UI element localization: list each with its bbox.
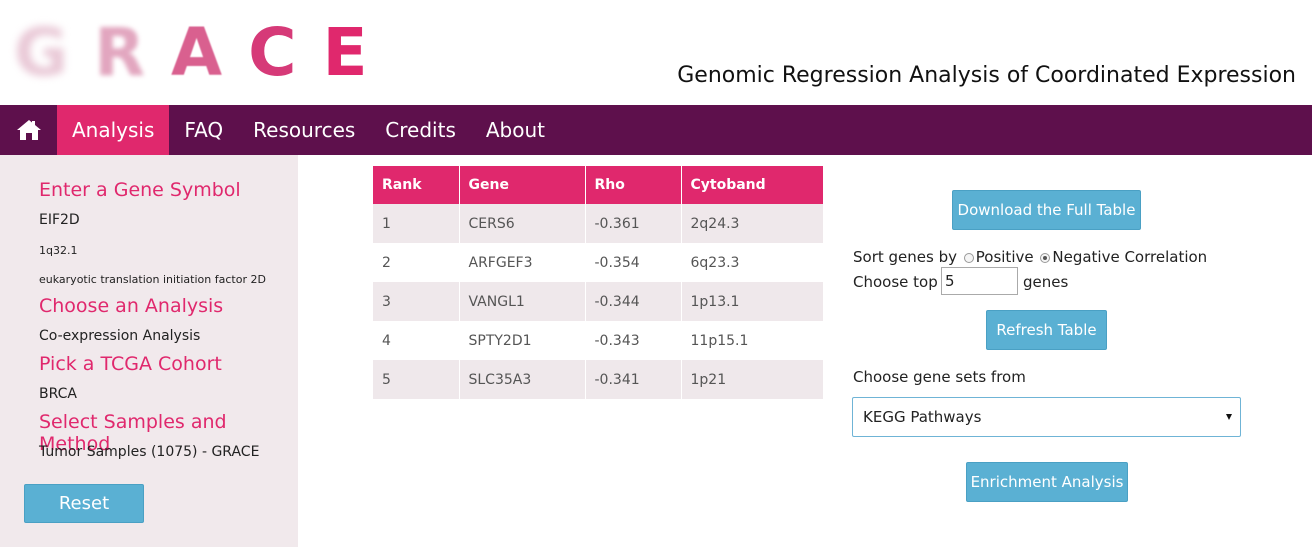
negative-radio[interactable] — [1040, 252, 1051, 263]
gene-description: eukaryotic translation initiation factor… — [39, 273, 266, 286]
main-nav: Analysis FAQ Resources Credits About — [0, 105, 1312, 155]
cytoband-cell: 1p21 — [681, 360, 823, 399]
logo-letter-a: A — [171, 14, 249, 91]
grace-logo[interactable]: G R A C E — [14, 18, 394, 88]
gene-symbol-value: EIF2D — [39, 212, 80, 228]
cohort-value: BRCA — [39, 386, 77, 402]
header: G R A C E Genomic Regression Analysis of… — [0, 0, 1312, 105]
column-header-gene[interactable]: Gene — [459, 166, 586, 204]
table-row: 5 SLC35A3 -0.341 1p21 — [373, 360, 823, 399]
rank-cell: 5 — [373, 360, 460, 399]
logo-letter-r: R — [94, 14, 172, 91]
refresh-table-button[interactable]: Refresh Table — [986, 310, 1107, 350]
rho-cell: -0.344 — [585, 282, 682, 321]
table-row: 2 ARFGEF3 -0.354 6q23.3 — [373, 243, 823, 282]
table-header-row: Rank Gene Rho Cytoband — [373, 166, 823, 204]
rank-cell: 4 — [373, 321, 460, 360]
rho-cell: -0.354 — [585, 243, 682, 282]
site-subtitle: Genomic Regression Analysis of Coordinat… — [677, 63, 1296, 88]
gene-symbol-heading[interactable]: Enter a Gene Symbol — [39, 179, 241, 201]
rank-cell: 3 — [373, 282, 460, 321]
top-genes-input[interactable] — [941, 267, 1018, 295]
sort-genes-label: Sort genes by — [853, 248, 957, 266]
logo-letter-c: C — [248, 14, 323, 91]
nav-item-about[interactable]: About — [485, 118, 546, 142]
analysis-value: Co-expression Analysis — [39, 328, 201, 344]
gene-sets-select[interactable]: KEGG Pathways — [852, 397, 1241, 437]
logo-letter-e: E — [322, 14, 394, 91]
rho-cell: -0.341 — [585, 360, 682, 399]
cytoband-cell: 6q23.3 — [681, 243, 823, 282]
cytoband-cell: 11p15.1 — [681, 321, 823, 360]
logo-letter-g: G — [14, 14, 95, 91]
nav-item-credits[interactable]: Credits — [385, 118, 456, 142]
home-icon — [16, 120, 41, 140]
reset-button[interactable]: Reset — [24, 484, 144, 523]
results-table: Rank Gene Rho Cytoband 1 CERS6 -0.361 2q… — [373, 166, 823, 399]
table-row: 1 CERS6 -0.361 2q24.3 — [373, 204, 823, 243]
nav-item-faq[interactable]: FAQ — [184, 118, 224, 142]
enrichment-analysis-button[interactable]: Enrichment Analysis — [966, 462, 1128, 502]
column-header-cytoband[interactable]: Cytoband — [681, 166, 823, 204]
genes-label: genes — [1023, 273, 1069, 291]
nav-home[interactable] — [0, 105, 57, 155]
rho-cell: -0.361 — [585, 204, 682, 243]
gene-sets-label: Choose gene sets from — [853, 368, 1026, 386]
chevron-down-icon — [1226, 414, 1232, 420]
sort-genes-row: Sort genes by Positive Negative Correlat… — [853, 248, 1207, 266]
gene-cell: ARFGEF3 — [459, 243, 586, 282]
nav-item-resources[interactable]: Resources — [253, 118, 356, 142]
rank-cell: 2 — [373, 243, 460, 282]
gene-sets-selected-value: KEGG Pathways — [863, 408, 982, 426]
samples-heading[interactable]: Select Samples and Method — [39, 411, 227, 455]
cohort-heading[interactable]: Pick a TCGA Cohort — [39, 353, 222, 375]
analysis-heading[interactable]: Choose an Analysis — [39, 295, 224, 317]
sidebar: Enter a Gene Symbol EIF2D 1q32.1 eukaryo… — [0, 155, 298, 547]
positive-label[interactable]: Positive — [975, 248, 1034, 266]
column-header-rank[interactable]: Rank — [373, 166, 460, 204]
gene-cell: CERS6 — [459, 204, 586, 243]
gene-cell: SPTY2D1 — [459, 321, 586, 360]
gene-cell: VANGL1 — [459, 282, 586, 321]
rho-cell: -0.343 — [585, 321, 682, 360]
positive-radio[interactable] — [963, 252, 974, 263]
column-header-rho[interactable]: Rho — [585, 166, 682, 204]
rank-cell: 1 — [373, 204, 460, 243]
samples-value: Tumor Samples (1075) - GRACE — [39, 444, 260, 460]
table-row: 3 VANGL1 -0.344 1p13.1 — [373, 282, 823, 321]
negative-label[interactable]: Negative Correlation — [1052, 248, 1208, 266]
choose-top-label: Choose top — [853, 273, 938, 291]
nav-item-analysis[interactable]: Analysis — [57, 105, 170, 155]
download-full-table-button[interactable]: Download the Full Table — [952, 190, 1141, 230]
gene-location: 1q32.1 — [39, 244, 78, 257]
cytoband-cell: 2q24.3 — [681, 204, 823, 243]
table-row: 4 SPTY2D1 -0.343 11p15.1 — [373, 321, 823, 360]
cytoband-cell: 1p13.1 — [681, 282, 823, 321]
gene-cell: SLC35A3 — [459, 360, 586, 399]
